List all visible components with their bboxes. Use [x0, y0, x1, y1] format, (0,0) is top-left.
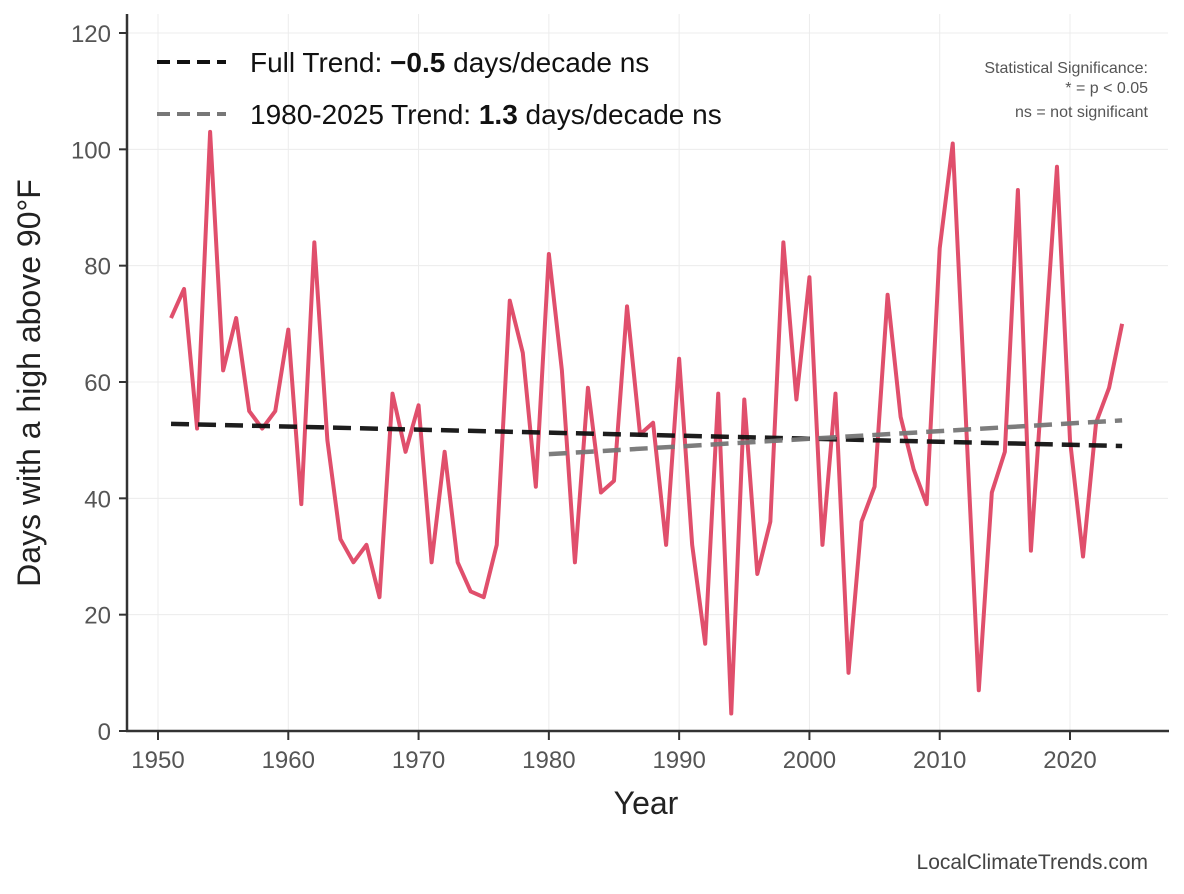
y-axis-label: Days with a high above 90°F	[11, 179, 47, 587]
x-tick-label: 1960	[262, 747, 315, 774]
x-tick-label: 2020	[1043, 747, 1096, 774]
x-tick-label: 1950	[131, 747, 184, 774]
y-tick-label: 0	[98, 719, 111, 746]
legend-recent-label: 1980-2025 Trend: 1.3 days/decade ns	[250, 99, 722, 130]
significance-note: Statistical Significance: * = p < 0.05 n…	[984, 60, 1148, 121]
note-line-3: ns = not significant	[1015, 104, 1149, 121]
legend-full-label: Full Trend: −0.5 days/decade ns	[250, 47, 649, 78]
y-tick-label: 100	[71, 137, 111, 164]
x-tick-label: 2010	[913, 747, 966, 774]
x-tick-label: 1980	[522, 747, 575, 774]
x-tick-label: 2000	[783, 747, 836, 774]
x-axis-label: Year	[614, 785, 679, 821]
y-tick-label: 80	[84, 254, 111, 281]
series-layer	[171, 132, 1122, 714]
credit: LocalClimateTrends.com	[917, 851, 1148, 874]
y-tick-label: 20	[84, 603, 111, 630]
note-line-1: Statistical Significance:	[984, 60, 1148, 77]
y-tick-label: 120	[71, 21, 111, 48]
x-tick-label: 1970	[392, 747, 445, 774]
ticks: 0 20 40 60 80 100 120 1950 1960 1970 1980 1990 2000 2…	[71, 21, 1097, 774]
legend: Full Trend: −0.5 days/decade ns 1980-202…	[157, 47, 722, 130]
y-tick-label: 40	[84, 486, 111, 513]
note-line-2: * = p < 0.05	[1065, 80, 1148, 97]
days-above-90-line	[171, 132, 1122, 714]
y-tick-label: 60	[84, 370, 111, 397]
x-tick-label: 1990	[652, 747, 705, 774]
